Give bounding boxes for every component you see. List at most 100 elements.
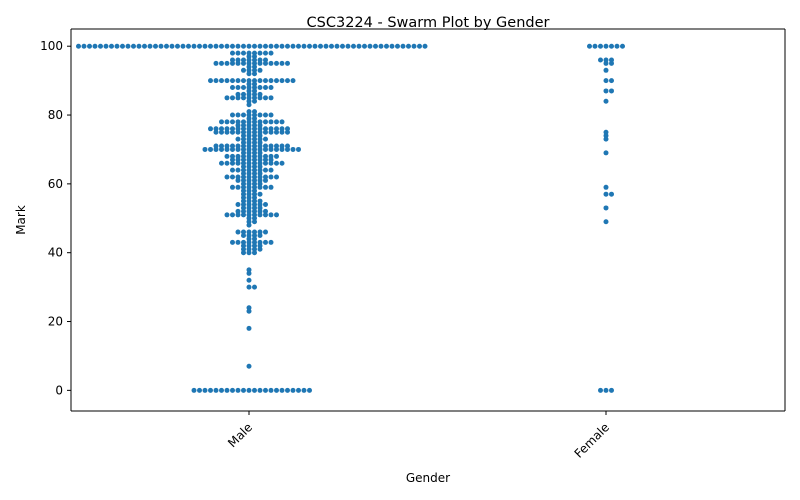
data-point [230, 85, 235, 91]
data-point [252, 174, 257, 180]
data-point [230, 174, 235, 180]
data-point [279, 60, 285, 66]
data-point [241, 164, 246, 170]
data-point [246, 267, 252, 273]
data-point [246, 88, 252, 94]
data-point [603, 88, 609, 94]
data-point [246, 109, 252, 115]
data-point [252, 85, 257, 91]
data-point [246, 64, 252, 70]
data-point [241, 195, 246, 201]
data-point [191, 43, 197, 49]
y-tick-label: 20 [48, 315, 63, 329]
data-point [290, 43, 296, 49]
data-point [252, 54, 257, 60]
data-point [257, 43, 263, 49]
data-point [246, 243, 252, 249]
data-point [252, 88, 257, 94]
data-point [224, 129, 230, 135]
data-point [252, 81, 257, 87]
data-point [246, 229, 252, 235]
data-point [603, 387, 609, 393]
data-point [120, 43, 125, 49]
data-point [268, 119, 274, 125]
data-point [241, 78, 246, 84]
data-point [252, 43, 257, 49]
data-point [208, 146, 213, 152]
data-point [268, 126, 274, 132]
data-point [422, 43, 428, 49]
data-point [263, 202, 268, 208]
data-point [219, 146, 224, 152]
data-point [252, 122, 257, 128]
data-point [147, 43, 153, 49]
data-point [230, 95, 235, 101]
data-point [235, 184, 241, 190]
data-point [252, 181, 257, 187]
data-point [230, 119, 235, 125]
data-point [252, 160, 257, 166]
data-point [230, 212, 235, 218]
data-point [257, 126, 263, 132]
data-point [301, 387, 307, 393]
data-point [103, 43, 109, 49]
data-point [241, 167, 246, 173]
data-point [268, 43, 274, 49]
data-point [279, 129, 285, 135]
data-point [241, 126, 246, 132]
data-point [246, 232, 252, 238]
data-point [274, 387, 279, 393]
data-point [252, 115, 257, 121]
data-point [252, 112, 257, 118]
data-point [279, 387, 285, 393]
data-point [263, 174, 268, 180]
data-point [252, 198, 257, 204]
data-point [257, 181, 263, 187]
data-point [307, 387, 312, 393]
data-point [202, 146, 208, 152]
data-point [246, 136, 252, 142]
data-point [246, 167, 252, 173]
data-point [230, 167, 235, 173]
data-point [246, 50, 252, 56]
data-point [609, 78, 614, 84]
data-point [252, 171, 257, 177]
data-point [219, 60, 224, 66]
data-point [241, 85, 246, 91]
data-point [235, 160, 241, 166]
data-point [603, 205, 609, 211]
data-point [268, 129, 274, 135]
data-point [235, 43, 241, 49]
data-point [274, 119, 279, 125]
data-point [230, 78, 235, 84]
data-point [213, 60, 219, 66]
data-point [252, 57, 257, 63]
data-point [263, 239, 268, 245]
data-point [235, 157, 241, 163]
data-point [246, 246, 252, 252]
data-point [362, 43, 367, 49]
data-point [241, 140, 246, 146]
data-point [252, 188, 257, 194]
data-point [257, 50, 263, 56]
data-point [257, 133, 263, 139]
y-axis-ticks: 0 20 40 60 80 100 [40, 39, 71, 397]
data-point [241, 202, 246, 208]
data-point [263, 212, 268, 218]
data-point [323, 43, 329, 49]
data-point [257, 171, 263, 177]
data-point [180, 43, 186, 49]
data-point [263, 229, 268, 235]
data-point [252, 153, 257, 159]
data-point [257, 243, 263, 249]
data-point [263, 146, 268, 152]
data-point [241, 171, 246, 177]
data-point [285, 78, 290, 84]
data-point [76, 43, 81, 49]
data-point [252, 95, 257, 101]
data-point [230, 43, 235, 49]
data-point [268, 239, 274, 245]
data-point [224, 153, 230, 159]
data-point [230, 157, 235, 163]
data-point [230, 239, 235, 245]
